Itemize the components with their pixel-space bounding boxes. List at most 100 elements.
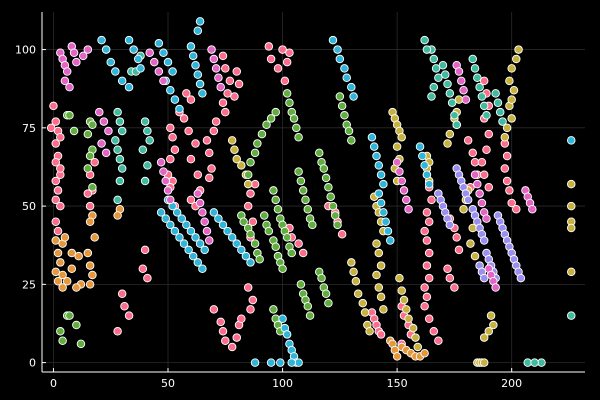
data-point xyxy=(429,327,439,336)
data-point xyxy=(97,35,106,45)
data-point xyxy=(314,148,324,158)
data-point xyxy=(69,48,79,57)
data-point xyxy=(452,120,461,129)
data-point xyxy=(317,273,326,283)
data-point xyxy=(124,82,134,92)
data-point xyxy=(530,358,539,367)
data-point xyxy=(266,54,276,64)
data-point xyxy=(60,76,70,86)
data-point xyxy=(195,198,205,208)
data-point xyxy=(145,48,154,57)
data-point xyxy=(163,57,173,67)
data-point xyxy=(567,223,576,233)
data-point xyxy=(440,70,450,79)
y-tick-label: 50 xyxy=(22,200,36,213)
data-point xyxy=(376,170,386,180)
data-point xyxy=(420,348,429,358)
data-point xyxy=(365,327,374,336)
data-point xyxy=(246,230,255,239)
data-point xyxy=(424,314,434,324)
data-point xyxy=(58,336,67,345)
data-point xyxy=(56,327,65,336)
data-point xyxy=(372,239,381,248)
data-point xyxy=(150,57,159,67)
data-point xyxy=(567,201,576,211)
data-point xyxy=(170,145,180,154)
data-point xyxy=(484,183,494,192)
data-point xyxy=(507,114,516,123)
data-point xyxy=(175,104,184,114)
data-point xyxy=(184,126,193,136)
data-point xyxy=(221,336,230,345)
data-point xyxy=(195,79,205,89)
data-point xyxy=(422,208,432,217)
data-point xyxy=(170,95,180,104)
data-point xyxy=(294,132,303,142)
data-point xyxy=(411,333,420,342)
data-point xyxy=(278,45,287,54)
data-point xyxy=(273,64,283,73)
data-point xyxy=(452,233,461,242)
data-point xyxy=(163,186,173,195)
data-point xyxy=(278,314,287,324)
data-point xyxy=(250,239,260,248)
data-point xyxy=(232,67,241,76)
data-point xyxy=(221,64,230,73)
data-point xyxy=(90,158,99,167)
data-point xyxy=(111,136,120,145)
data-point xyxy=(51,195,60,205)
data-point xyxy=(182,89,191,98)
data-point xyxy=(502,151,512,161)
data-point xyxy=(470,251,480,261)
data-point xyxy=(205,148,214,158)
data-point xyxy=(324,298,333,308)
data-point xyxy=(156,208,166,217)
data-point xyxy=(145,136,154,145)
data-point xyxy=(188,51,198,61)
data-point xyxy=(422,292,432,302)
data-point xyxy=(129,45,138,54)
data-point xyxy=(161,176,170,186)
data-point xyxy=(473,179,482,189)
data-point xyxy=(278,264,287,273)
y-tick-label: 75 xyxy=(22,122,36,135)
y-tick-label: 0 xyxy=(29,357,36,370)
data-point xyxy=(424,273,434,283)
data-point xyxy=(479,358,489,367)
data-point xyxy=(230,92,239,101)
data-point xyxy=(53,276,63,286)
data-point xyxy=(195,239,205,248)
data-point xyxy=(376,198,386,208)
data-point xyxy=(459,86,468,95)
data-point xyxy=(51,267,60,277)
data-point xyxy=(271,195,280,205)
data-point xyxy=(243,283,253,292)
data-point xyxy=(46,123,56,133)
data-point xyxy=(223,226,232,236)
data-point xyxy=(296,176,306,186)
data-point xyxy=(179,114,189,123)
axes xyxy=(41,12,585,373)
data-point xyxy=(457,76,466,86)
data-point xyxy=(53,186,63,195)
data-point xyxy=(72,320,81,330)
data-point xyxy=(479,76,489,86)
data-point xyxy=(505,186,514,195)
data-point xyxy=(211,117,221,126)
data-point xyxy=(280,76,290,86)
data-point xyxy=(83,164,93,173)
data-point xyxy=(507,198,516,208)
data-point xyxy=(51,139,60,148)
data-point xyxy=(198,264,207,273)
data-point xyxy=(58,283,67,292)
data-point xyxy=(404,314,413,324)
data-point xyxy=(331,211,340,220)
data-point xyxy=(271,242,280,252)
data-point xyxy=(85,261,95,270)
data-point xyxy=(392,352,402,361)
data-point xyxy=(113,211,122,220)
data-point xyxy=(216,82,225,92)
data-point xyxy=(321,289,331,298)
data-point xyxy=(567,136,576,145)
data-point xyxy=(246,158,255,167)
